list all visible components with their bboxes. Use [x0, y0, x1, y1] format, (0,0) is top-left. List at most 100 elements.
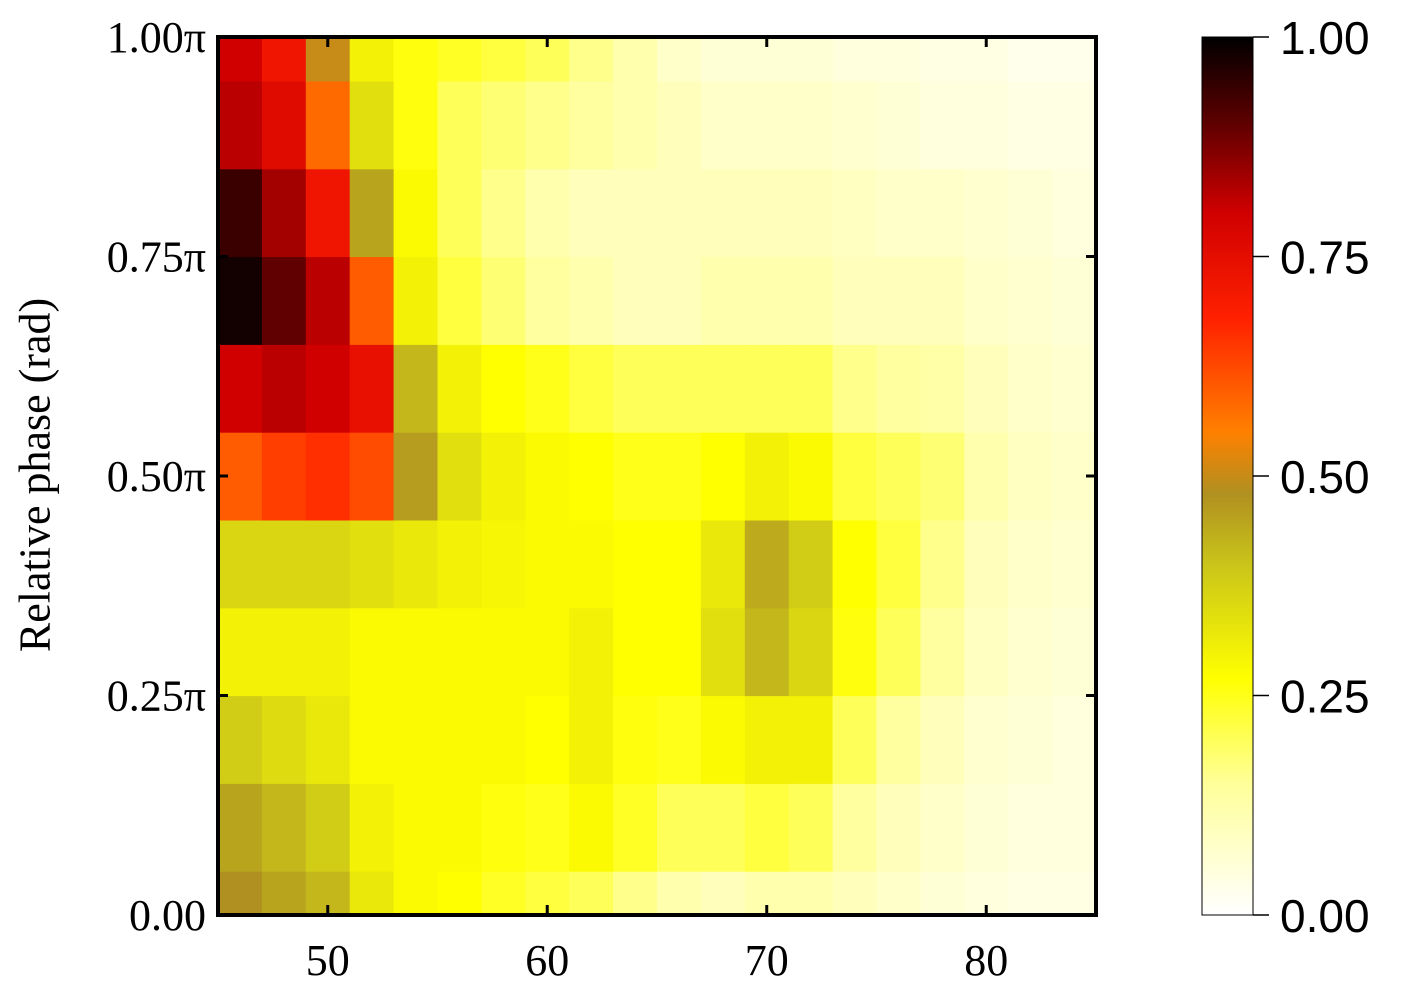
heatmap-cells: [218, 37, 1096, 915]
heatmap-cell: [744, 783, 790, 872]
heatmap-cell: [218, 256, 263, 345]
heatmap-cell: [1008, 256, 1053, 345]
heatmap-cell: [920, 256, 965, 345]
colorbar-tick-label: 0.00: [1280, 890, 1370, 942]
heatmap-cell: [261, 432, 307, 521]
heatmap-cell: [481, 168, 526, 258]
heatmap-cell: [876, 695, 921, 784]
heatmap-cell: [1052, 695, 1096, 784]
heatmap-cell: [1008, 783, 1053, 872]
heatmap-cell: [481, 432, 526, 521]
heatmap-cell: [657, 256, 702, 345]
heatmap-cell: [788, 256, 834, 345]
heatmap-cell: [261, 168, 307, 258]
heatmap-cell: [305, 607, 351, 697]
heatmap-cell: [393, 695, 439, 784]
heatmap-cell: [525, 695, 570, 784]
y-axis-label: Relative phase (rad): [10, 297, 60, 653]
heatmap-cell: [876, 80, 921, 170]
heatmap-cell: [876, 344, 921, 433]
heatmap-cell: [700, 344, 746, 433]
heatmap-cell: [920, 871, 965, 915]
colorbar-tick-label: 0.75: [1280, 232, 1370, 284]
heatmap-cell: [744, 344, 790, 433]
heatmap-cell: [218, 871, 263, 915]
heatmap-cell: [569, 695, 614, 784]
heatmap-cell: [437, 432, 482, 521]
heatmap-cell: [1052, 871, 1096, 915]
heatmap-cell: [788, 783, 834, 872]
heatmap-cell: [657, 871, 702, 915]
heatmap-cell: [876, 519, 921, 609]
heatmap-cell: [218, 344, 263, 433]
heatmap-cell: [964, 783, 1009, 872]
heatmap-cell: [437, 607, 482, 697]
heatmap-cell: [349, 783, 395, 872]
heatmap-cell: [349, 519, 395, 609]
heatmap-cell: [569, 783, 614, 872]
heatmap-cell: [393, 168, 439, 258]
heatmap-cell: [1008, 168, 1053, 258]
heatmap-cell: [525, 519, 570, 609]
heatmap-cell: [744, 80, 790, 170]
heatmap-cell: [964, 344, 1009, 433]
heatmap-cell: [437, 695, 482, 784]
heatmap-cell: [349, 168, 395, 258]
heatmap-cell: [920, 519, 965, 609]
heatmap-cell: [1008, 607, 1053, 697]
heatmap-cell: [920, 607, 965, 697]
heatmap-cell: [964, 256, 1009, 345]
heatmap-cell: [876, 871, 921, 915]
heatmap-cell: [1052, 344, 1096, 433]
y-tick-label: 0.00: [129, 891, 206, 940]
heatmap-cell: [964, 607, 1009, 697]
heatmap-cell: [481, 256, 526, 345]
heatmap-cell: [788, 80, 834, 170]
colorbar-tick-label: 0.25: [1280, 671, 1370, 723]
heatmap-cell: [261, 519, 307, 609]
heatmap-cell: [744, 432, 790, 521]
heatmap-cell: [920, 168, 965, 258]
heatmap-cell: [481, 783, 526, 872]
heatmap-cell: [657, 37, 702, 82]
heatmap-cell: [393, 256, 439, 345]
heatmap-cell: [305, 80, 351, 170]
heatmap-cell: [261, 871, 307, 915]
colorbar-axis: 0.00 0.25 0.50 0.75 1.00: [1253, 12, 1370, 942]
heatmap-cell: [569, 607, 614, 697]
heatmap-cell: [305, 168, 351, 258]
heatmap-cell: [569, 344, 614, 433]
heatmap-cell: [349, 607, 395, 697]
heatmap-cell: [700, 519, 746, 609]
heatmap-cell: [788, 607, 834, 697]
heatmap-cell: [657, 344, 702, 433]
heatmap-cell: [1052, 80, 1096, 170]
heatmap-cell: [832, 783, 878, 872]
heatmap-cell: [569, 168, 614, 258]
heatmap-cell: [964, 695, 1009, 784]
heatmap-cell: [788, 519, 834, 609]
heatmap-cell: [218, 607, 263, 697]
heatmap-cell: [832, 256, 878, 345]
heatmap-cell: [657, 432, 702, 521]
heatmap-cell: [657, 519, 702, 609]
heatmap-cell: [393, 80, 439, 170]
heatmap-cell: [261, 783, 307, 872]
heatmap-cell: [788, 344, 834, 433]
heatmap-cell: [876, 168, 921, 258]
heatmap-cell: [1052, 37, 1096, 82]
heatmap-cell: [788, 37, 834, 82]
y-tick-label: 1.00π: [107, 13, 206, 62]
heatmap-cell: [393, 871, 439, 915]
heatmap-cell: [1008, 80, 1053, 170]
heatmap-cell: [700, 783, 746, 872]
heatmap-cell: [657, 80, 702, 170]
x-tick-label: 50: [306, 936, 350, 985]
heatmap-cell: [788, 432, 834, 521]
heatmap-cell: [920, 432, 965, 521]
heatmap-cell: [788, 168, 834, 258]
heatmap-cell: [964, 168, 1009, 258]
heatmap-cell: [569, 80, 614, 170]
heatmap-cell: [964, 80, 1009, 170]
heatmap-cell: [437, 256, 482, 345]
